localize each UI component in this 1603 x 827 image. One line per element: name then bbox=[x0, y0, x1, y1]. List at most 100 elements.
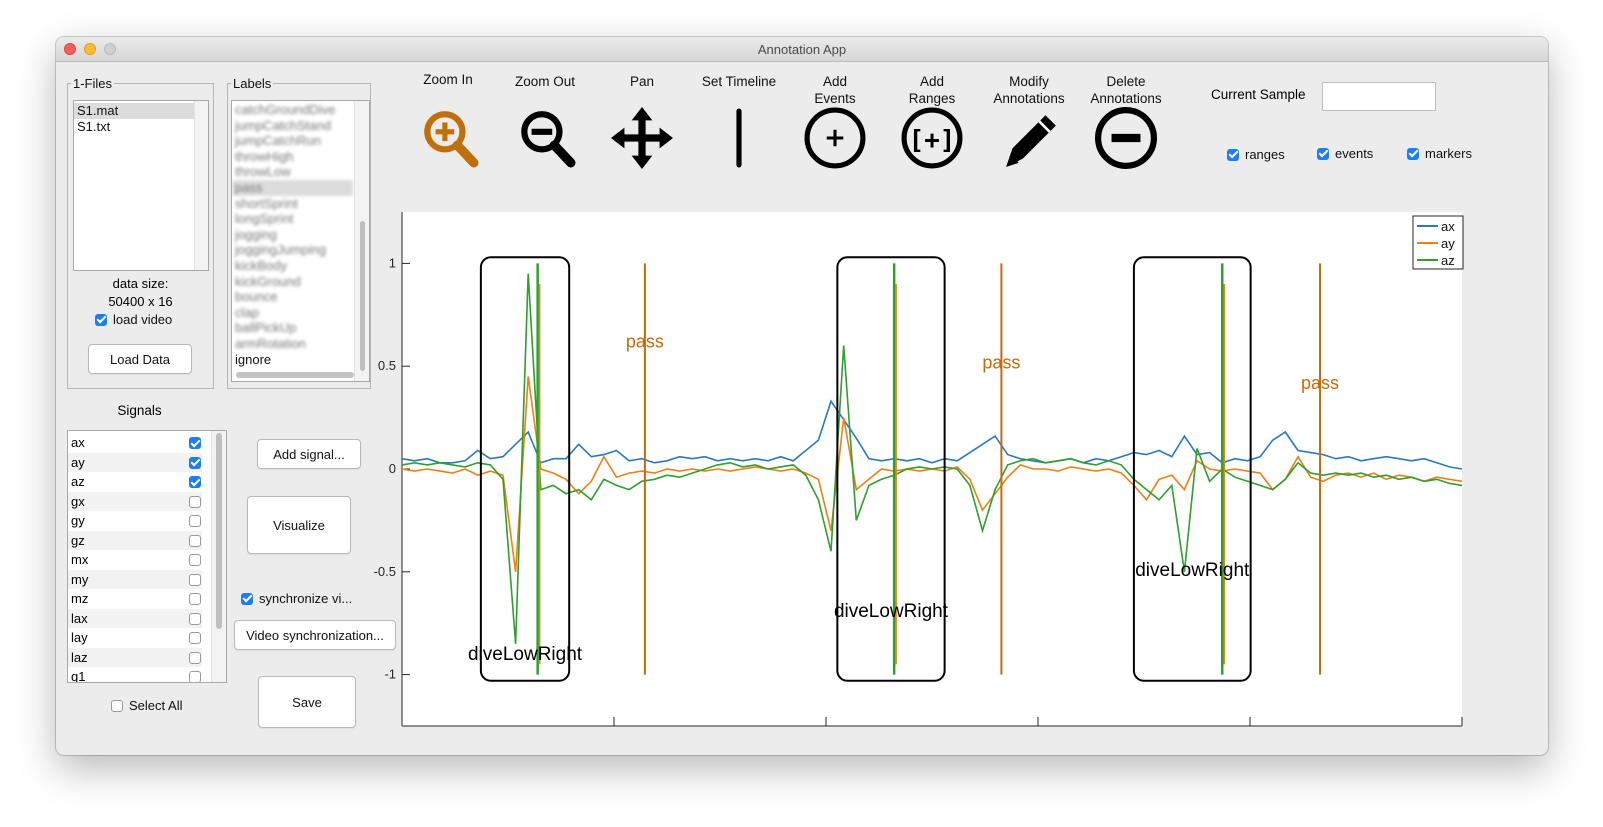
label-item[interactable]: kickGround bbox=[235, 273, 301, 289]
select-all-checkbox[interactable]: Select All bbox=[111, 698, 182, 713]
signal-checkbox[interactable] bbox=[189, 515, 201, 527]
label-item[interactable]: armRotation bbox=[235, 335, 306, 351]
y-tick-label: 0 bbox=[389, 461, 396, 476]
label-item[interactable]: kickBody bbox=[235, 257, 288, 273]
signal-row[interactable]: lax bbox=[68, 608, 202, 628]
signal-checkbox[interactable] bbox=[189, 437, 201, 449]
title-bar: Annotation App bbox=[56, 37, 1548, 62]
labels-scroll-thumb[interactable] bbox=[360, 221, 365, 371]
signal-row[interactable]: gx bbox=[68, 491, 202, 511]
add-signal-button[interactable]: Add signal... bbox=[257, 439, 361, 469]
signal-checkbox[interactable] bbox=[189, 534, 201, 547]
label-item[interactable]: longSprint bbox=[235, 211, 294, 227]
timeline-bar-icon bbox=[736, 108, 742, 168]
signal-row[interactable]: my bbox=[68, 569, 202, 589]
load-video-check-icon[interactable] bbox=[95, 313, 107, 326]
minus-circle-icon bbox=[1095, 107, 1157, 169]
files-list-scrollbar[interactable] bbox=[194, 101, 208, 270]
add-events-button[interactable] bbox=[804, 107, 866, 169]
label-item[interactable]: shortSprint bbox=[235, 195, 298, 211]
load-data-button[interactable]: Load Data bbox=[88, 344, 192, 374]
video-synchronization-button[interactable]: Video synchronization... bbox=[234, 620, 396, 650]
set-timeline-button[interactable] bbox=[708, 107, 770, 169]
signal-checkbox[interactable] bbox=[189, 573, 201, 586]
label-item[interactable]: clap bbox=[235, 304, 259, 320]
pan-button[interactable] bbox=[611, 107, 673, 169]
close-window-button[interactable] bbox=[64, 43, 76, 55]
minimize-window-button[interactable] bbox=[84, 43, 96, 55]
signal-row[interactable]: gy bbox=[68, 511, 202, 531]
signal-name: lax bbox=[71, 610, 88, 626]
markers-checkbox[interactable]: markers bbox=[1407, 146, 1472, 161]
load-video-checkbox[interactable]: load video bbox=[95, 312, 172, 327]
series-line-ax bbox=[401, 399, 1463, 470]
label-item[interactable]: joggingJumping bbox=[235, 242, 327, 258]
file-item[interactable]: S1.txt bbox=[77, 119, 111, 134]
current-sample-label: Current Sample bbox=[1211, 87, 1306, 102]
visualize-button[interactable]: Visualize bbox=[247, 496, 351, 554]
events-checkbox[interactable]: events bbox=[1317, 146, 1373, 161]
synchronize-check-icon[interactable] bbox=[241, 592, 253, 605]
signal-checkbox[interactable] bbox=[189, 456, 201, 469]
signal-row[interactable]: lay bbox=[68, 628, 202, 648]
signal-row[interactable]: ay bbox=[68, 452, 202, 472]
label-item[interactable]: pass bbox=[232, 179, 353, 196]
signal-checkbox[interactable] bbox=[189, 612, 201, 625]
signal-checkbox[interactable] bbox=[189, 476, 201, 488]
range-box[interactable] bbox=[1132, 256, 1252, 682]
markers-check-icon[interactable] bbox=[1407, 147, 1419, 160]
add-ranges-button[interactable]: [+] bbox=[901, 107, 963, 169]
signal-checkbox[interactable] bbox=[189, 593, 201, 605]
signal-row[interactable]: gz bbox=[68, 530, 202, 550]
window-title: Annotation App bbox=[757, 42, 847, 57]
range-box[interactable] bbox=[836, 256, 946, 682]
signal-checkbox[interactable] bbox=[189, 671, 201, 682]
label-item[interactable]: catchGroundDive bbox=[235, 102, 336, 117]
label-item[interactable]: jumpCatchRun bbox=[235, 133, 321, 149]
range-box[interactable] bbox=[479, 256, 571, 682]
label-item[interactable]: throwHigh bbox=[235, 148, 294, 164]
files-list[interactable]: S1.mat S1.txt bbox=[73, 100, 209, 271]
file-item[interactable]: S1.mat bbox=[74, 103, 194, 119]
signal-checkbox[interactable] bbox=[189, 651, 201, 664]
signal-row[interactable]: az bbox=[68, 472, 202, 492]
zoom-in-button[interactable] bbox=[417, 107, 479, 169]
label-item[interactable]: jogging bbox=[235, 226, 277, 242]
signal-checkbox[interactable] bbox=[189, 554, 201, 566]
signal-checkbox[interactable] bbox=[189, 632, 201, 644]
toolbar-label-modify: Modify Annotations bbox=[993, 74, 1065, 106]
signals-list[interactable]: ax ay az gx gy gz mx my mz lax lay laz q1 bbox=[67, 430, 227, 683]
ranges-checkbox[interactable]: ranges bbox=[1227, 147, 1285, 162]
event-label: pass bbox=[1301, 373, 1339, 393]
save-button[interactable]: Save bbox=[258, 676, 356, 728]
label-item[interactable]: jumpCatchStand bbox=[235, 117, 332, 133]
signal-row[interactable]: q1 bbox=[68, 667, 202, 682]
signals-scroll-thumb[interactable] bbox=[216, 433, 222, 629]
modify-button[interactable] bbox=[998, 107, 1060, 169]
signal-row[interactable]: ax bbox=[68, 433, 202, 453]
signal-row[interactable]: mz bbox=[68, 589, 202, 609]
labels-list-scrollbar[interactable] bbox=[354, 101, 369, 381]
label-item[interactable]: bounce bbox=[235, 289, 278, 305]
y-tick-label: -0.5 bbox=[374, 564, 396, 579]
label-item[interactable]: ballPickUp bbox=[235, 320, 297, 336]
signals-list-scrollbar[interactable] bbox=[211, 431, 226, 682]
select-all-check-icon[interactable] bbox=[111, 699, 123, 712]
signal-plot[interactable]: -1 -0.5 0 0.5 1 pass pass pass diveLowRight diveL… bbox=[356, 206, 1548, 755]
signal-checkbox[interactable] bbox=[189, 495, 201, 508]
add-range-icon: [+] bbox=[901, 107, 963, 169]
label-item[interactable]: ignore bbox=[235, 351, 272, 367]
labels-horizontal-scroll-thumb[interactable] bbox=[236, 372, 354, 378]
label-item[interactable]: throwLow bbox=[235, 164, 291, 180]
toolbar-label-add-ranges: Add Ranges bbox=[908, 74, 956, 106]
events-check-icon[interactable] bbox=[1317, 147, 1329, 160]
delete-button[interactable] bbox=[1095, 107, 1157, 169]
zoom-window-button[interactable] bbox=[104, 43, 116, 55]
labels-list[interactable]: catchGroundDive jumpCatchStand jumpCatchRu… bbox=[231, 100, 370, 382]
ranges-check-icon[interactable] bbox=[1227, 148, 1239, 161]
signal-row[interactable]: laz bbox=[68, 647, 202, 667]
current-sample-input[interactable] bbox=[1322, 82, 1436, 111]
signal-row[interactable]: mx bbox=[68, 550, 202, 570]
synchronize-video-checkbox[interactable]: synchronize vi... bbox=[241, 591, 352, 606]
zoom-out-button[interactable] bbox=[514, 107, 576, 169]
